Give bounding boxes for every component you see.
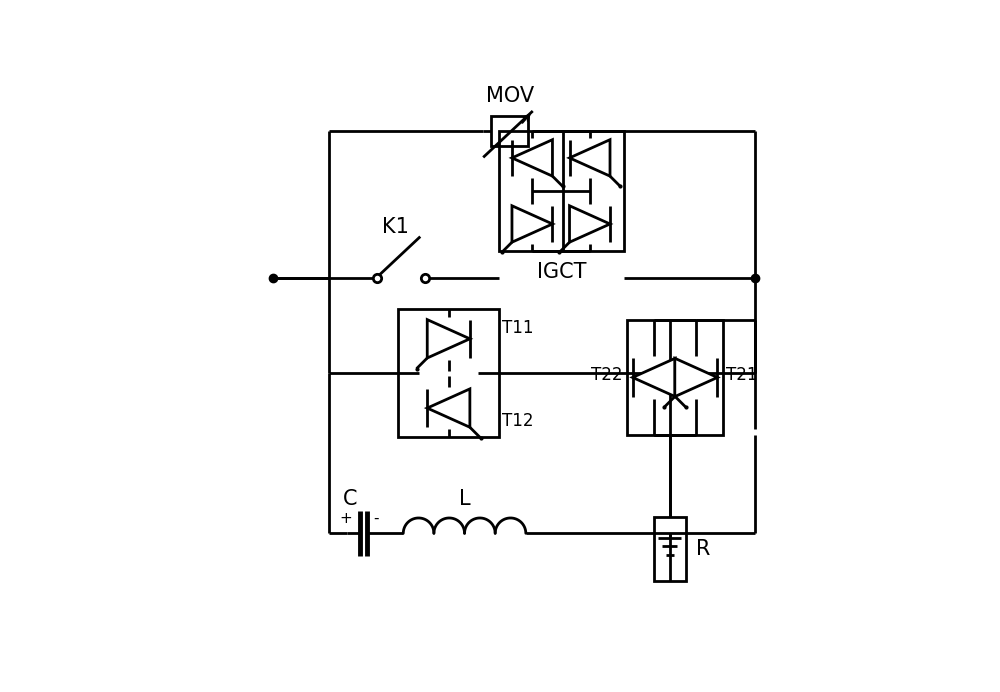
- Text: C: C: [343, 489, 357, 509]
- Bar: [491, 116, 528, 145]
- Polygon shape: [427, 389, 470, 427]
- Polygon shape: [633, 358, 675, 397]
- Text: MOV: MOV: [486, 86, 534, 106]
- Polygon shape: [570, 140, 610, 176]
- Text: T12: T12: [502, 412, 533, 430]
- Bar: [627, 320, 723, 435]
- Bar: [398, 309, 499, 437]
- Polygon shape: [675, 358, 717, 397]
- Text: IGCT: IGCT: [537, 262, 587, 282]
- Polygon shape: [512, 206, 552, 242]
- Text: T21: T21: [726, 366, 757, 384]
- Text: T22: T22: [591, 366, 623, 384]
- Text: -: -: [373, 511, 378, 526]
- Bar: [499, 131, 624, 251]
- Text: L: L: [459, 489, 470, 509]
- Polygon shape: [570, 206, 610, 242]
- Polygon shape: [512, 140, 552, 176]
- Text: T11: T11: [502, 319, 533, 337]
- Bar: [654, 518, 686, 581]
- Text: K1: K1: [382, 217, 409, 237]
- Text: +: +: [339, 511, 352, 526]
- Text: R: R: [696, 539, 711, 559]
- Polygon shape: [427, 320, 470, 358]
